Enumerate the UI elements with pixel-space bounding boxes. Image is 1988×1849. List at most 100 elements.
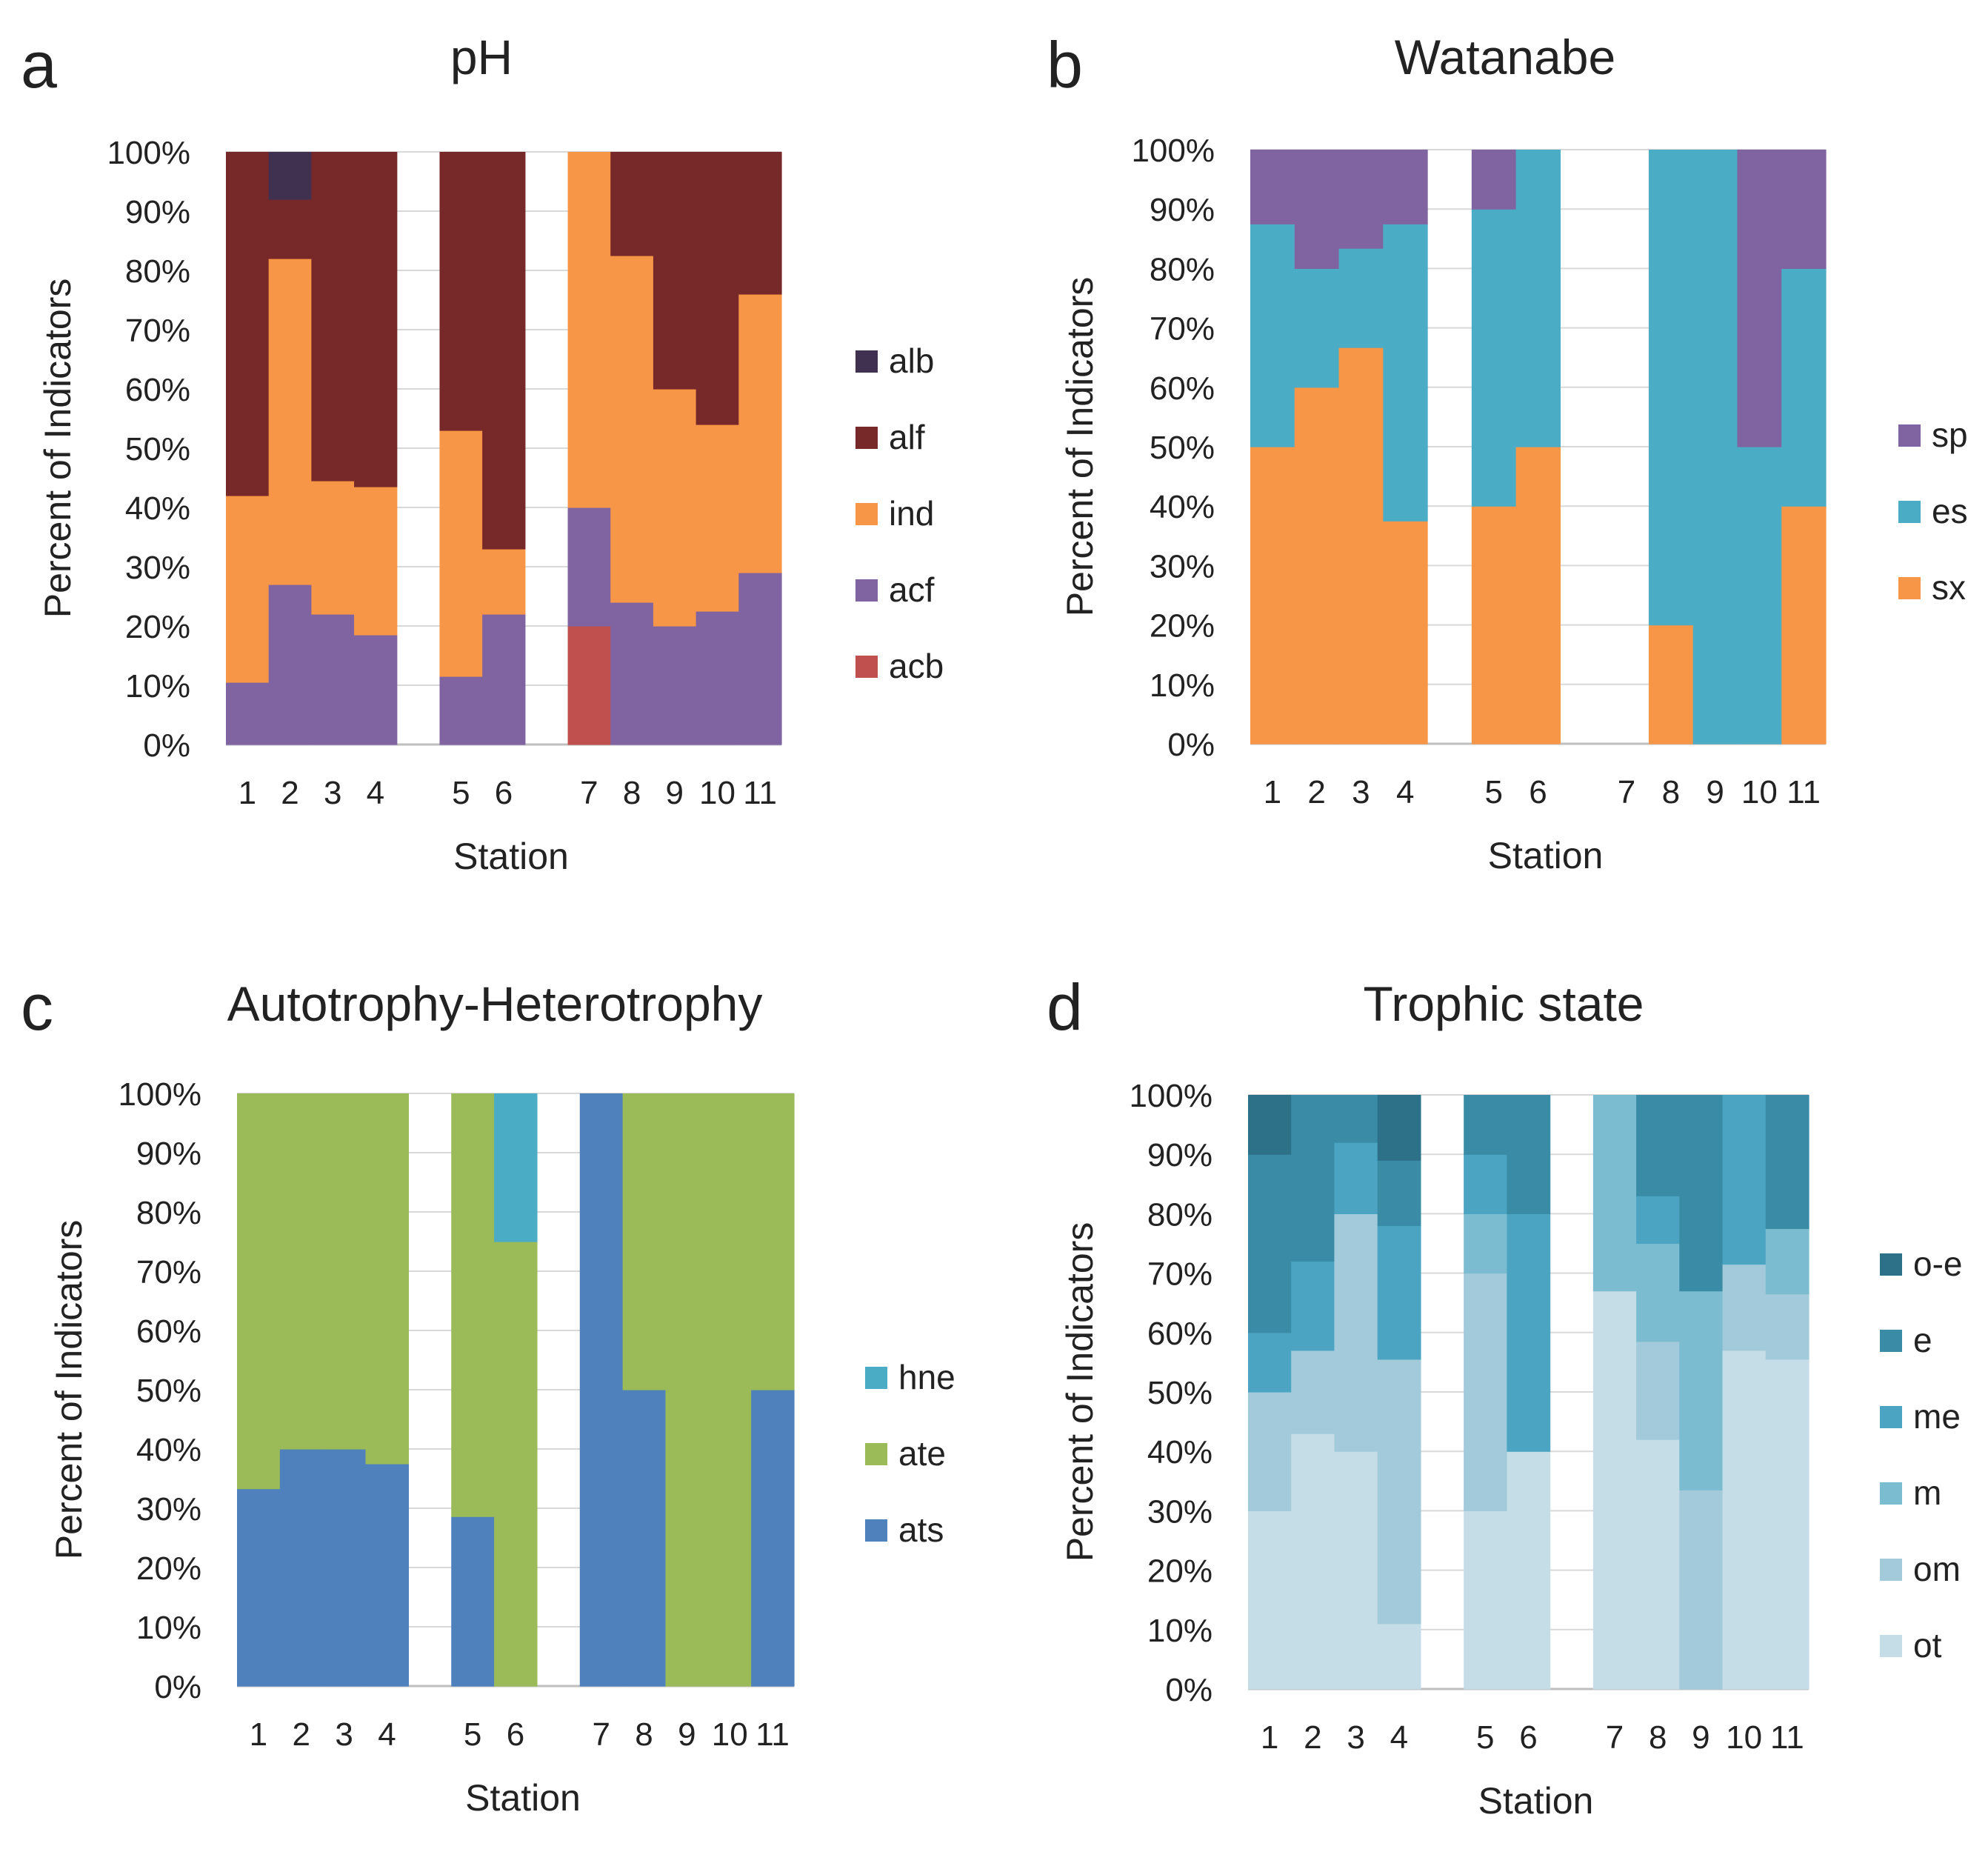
bar-segment-sp: [1737, 150, 1782, 447]
legend-label: alf: [889, 418, 925, 456]
x-tick-label: 5: [464, 1716, 481, 1753]
bar-segment-acf: [482, 614, 526, 745]
x-tick-label: 7: [580, 775, 598, 811]
bar-segment-alf: [610, 152, 654, 256]
bar-segment-ind: [567, 152, 611, 508]
y-tick-label: 40%: [1150, 489, 1215, 525]
bar-segment-hne: [494, 1093, 538, 1242]
legend-swatch: [855, 656, 878, 678]
bar-segment-sx: [1338, 347, 1384, 744]
y-tick-label: 90%: [1150, 192, 1215, 228]
y-tick-label: 30%: [136, 1491, 201, 1527]
x-tick-label: 8: [635, 1716, 653, 1753]
bar-segment-es: [1737, 447, 1782, 744]
bar-segment-acf: [226, 682, 270, 745]
bar-segment-ate: [622, 1093, 667, 1390]
bar-segment-acf: [354, 635, 398, 745]
bar-segment-ot: [1464, 1510, 1507, 1690]
bar-segment-e: [1377, 1160, 1421, 1227]
bar-segment-ate: [322, 1093, 367, 1450]
bar-segment-alf: [653, 152, 697, 390]
y-tick-label: 60%: [136, 1313, 201, 1350]
y-tick-label: 50%: [136, 1373, 201, 1409]
x-tick-label: 6: [495, 775, 513, 811]
bar-segment-es: [1692, 150, 1738, 744]
bar-segment-ot: [1507, 1451, 1551, 1690]
bar-segment-ats: [622, 1390, 667, 1687]
bar-segment-m: [1636, 1243, 1680, 1342]
legend-swatch: [1880, 1406, 1902, 1428]
bar-segment-ats: [365, 1464, 409, 1687]
legend-label: acf: [889, 570, 935, 609]
legend-swatch: [855, 350, 878, 373]
x-tick-label: 3: [335, 1716, 353, 1753]
y-tick-label: 70%: [1147, 1256, 1213, 1293]
bar-segment-es: [1648, 150, 1694, 626]
panel-letter: b: [1047, 28, 1083, 101]
bar-segment-ot: [1377, 1623, 1421, 1690]
chart-title: Trophic state: [1363, 976, 1644, 1031]
y-tick-label: 80%: [136, 1195, 201, 1231]
bar-segment-om: [1377, 1359, 1421, 1625]
x-tick-label: 8: [1649, 1719, 1667, 1756]
legend-swatch: [1898, 577, 1921, 599]
x-tick-label: 5: [452, 775, 470, 811]
bar-segment-m: [1464, 1213, 1507, 1274]
bar-segment-ind: [311, 481, 355, 615]
x-tick-label: 10: [1726, 1719, 1762, 1756]
legend-label: sp: [1932, 416, 1968, 454]
bar-segment-m: [1765, 1228, 1809, 1295]
y-tick-label: 70%: [125, 313, 190, 349]
bar-segment-acf: [610, 602, 654, 745]
bar-segment-ate: [237, 1093, 281, 1490]
bar-segment-alf: [696, 152, 739, 425]
panel-letter: d: [1047, 970, 1083, 1044]
bar-segment-ats: [322, 1449, 367, 1687]
legend-swatch: [1880, 1559, 1902, 1581]
y-tick-label: 40%: [136, 1432, 201, 1468]
legend-swatch: [1880, 1635, 1902, 1657]
bar-segment-om: [1248, 1392, 1292, 1511]
bar-segment-e: [1291, 1095, 1335, 1262]
bar-segment-ate: [708, 1093, 752, 1687]
bar-segment-alf: [226, 152, 270, 496]
chart-panel-c: c Autotrophy-Heterotrophy 0% 10% 20% 30% 40% 50…: [21, 970, 955, 1819]
legend-swatch: [1880, 1330, 1902, 1352]
bar-segment-ind: [354, 487, 398, 636]
y-tick-label: 60%: [1147, 1316, 1213, 1352]
x-tick-label: 10: [1741, 774, 1778, 810]
bar-segment-me: [1722, 1095, 1767, 1265]
y-tick-label: 50%: [125, 431, 190, 467]
y-tick-label: 100%: [1129, 1078, 1213, 1114]
bar-segment-om: [1722, 1264, 1767, 1351]
x-tick-label: 11: [743, 775, 777, 811]
bar-segment-ate: [451, 1093, 495, 1517]
x-tick-label: 6: [1529, 774, 1547, 810]
chart-title: Autotrophy-Heterotrophy: [227, 976, 763, 1031]
bar-segment-acb: [567, 626, 611, 745]
x-tick-label: 4: [367, 775, 384, 811]
bar-segment-alf: [439, 152, 483, 431]
bar-segment-ot: [1334, 1451, 1378, 1690]
bar-segment-acf: [738, 573, 782, 745]
y-tick-label: 100%: [118, 1076, 201, 1113]
legend: o-e e me m om ot: [1880, 1245, 1962, 1665]
x-tick-label: 10: [712, 1716, 748, 1753]
bar-segment-ind: [268, 259, 312, 585]
x-tick-label: 2: [1307, 774, 1325, 810]
bar-segment-ats: [279, 1449, 324, 1687]
bar-segment-acf: [311, 614, 355, 745]
bar-segment-sx: [1294, 387, 1340, 744]
x-tick-label: 5: [1484, 774, 1502, 810]
bar-segment-sx: [1250, 447, 1295, 744]
x-tick-label: 3: [1347, 1719, 1364, 1756]
bar-segment-ats: [451, 1516, 495, 1687]
y-tick-label: 50%: [1147, 1375, 1213, 1411]
bar-segment-ind: [738, 294, 782, 573]
bar-segment-e: [1248, 1154, 1292, 1333]
bar-segment-alf: [268, 199, 312, 259]
legend-label: acb: [889, 647, 944, 685]
x-tick-label: 2: [293, 1716, 310, 1753]
x-tick-label: 1: [239, 775, 256, 811]
bar-segment-acf: [268, 584, 312, 745]
